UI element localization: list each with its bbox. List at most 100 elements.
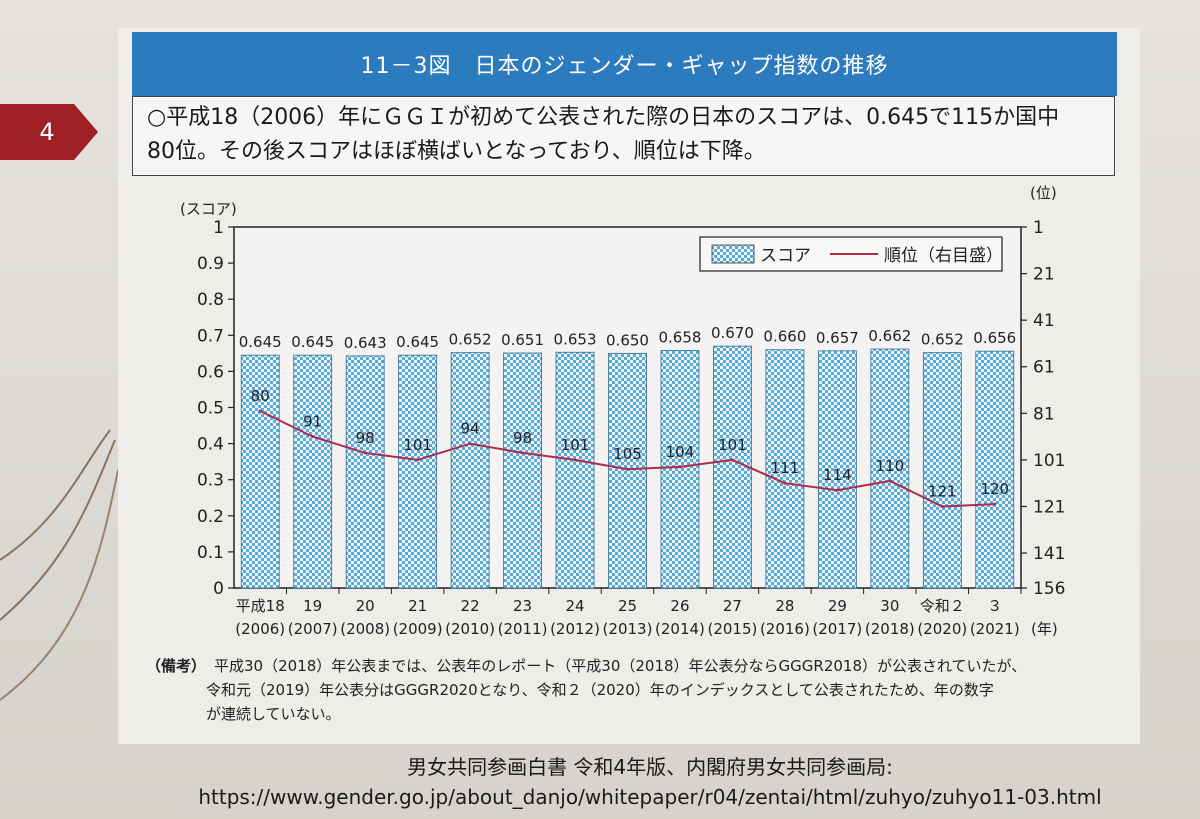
x-tick-label-year: (2013): [603, 620, 653, 638]
rank-point: [835, 488, 839, 492]
x-tick-label-era: ３: [987, 597, 1002, 615]
rank-point: [468, 442, 472, 446]
x-tick-label-era: 23: [513, 597, 532, 615]
rank-value-label: 94: [461, 420, 480, 438]
score-bar: [345, 355, 385, 589]
x-tick-label-year: (2009): [393, 620, 443, 638]
y-left-tick-label: 0.6: [197, 362, 224, 382]
rank-value-label: 91: [303, 413, 322, 431]
x-tick-label-era: 平成18: [236, 597, 285, 615]
x-tick-label-era: 26: [670, 597, 689, 615]
x-tick-label-era: 24: [565, 597, 584, 615]
source-citation: 男女共同参画白書 令和4年版、内閣府男女共同参画局: https://www.g…: [150, 752, 1150, 812]
score-value-label: 0.645: [291, 333, 334, 351]
x-tick-label-era: 27: [723, 597, 742, 615]
source-line-1: 男女共同参画白書 令和4年版、内閣府男女共同参画局:: [407, 755, 893, 779]
score-value-label: 0.652: [449, 331, 492, 349]
score-bar: [293, 354, 333, 589]
y-right-tick-label: 41: [1033, 311, 1055, 331]
rank-point: [783, 481, 787, 485]
rank-value-label: 120: [980, 480, 1009, 498]
score-value-label: 0.645: [396, 333, 439, 351]
y-left-tick-label: 0.2: [197, 507, 224, 527]
rank-point: [363, 451, 367, 455]
score-value-label: 0.662: [868, 327, 911, 345]
summary-line-1: ○平成18（2006）年にＧＧＩが初めて公表された際の日本のスコアは、0.645…: [147, 105, 1060, 130]
x-tick-label-year: (2006): [235, 620, 285, 638]
score-value-label: 0.656: [973, 329, 1016, 347]
y-right-tick-label: 156: [1033, 579, 1065, 599]
page-tab: [0, 104, 98, 160]
chart-legend: スコア 順位（右目盛）: [699, 236, 1003, 272]
y-right-tick-label: 61: [1033, 358, 1055, 378]
score-value-label: 0.670: [711, 324, 754, 342]
x-tick-label-era: 30: [880, 597, 899, 615]
x-tick-label-era: 25: [618, 597, 637, 615]
legend-swatch-score: [711, 244, 755, 264]
x-tick-label-year: (2011): [498, 620, 548, 638]
x-tick-label-year: (2012): [550, 620, 600, 638]
y-left-axis-label: (スコア): [180, 200, 237, 218]
x-tick-label-year: (2021): [970, 620, 1020, 638]
score-value-label: 0.645: [239, 333, 282, 351]
score-bar: [240, 354, 280, 589]
x-tick-label-era: 20: [356, 597, 375, 615]
x-axis-label: (年): [1031, 620, 1058, 638]
rank-point: [521, 451, 525, 455]
rank-value-label: 98: [513, 429, 532, 447]
score-bar: [450, 352, 490, 589]
x-tick-label-year: (2018): [865, 620, 915, 638]
score-bar: [398, 354, 438, 589]
y-left-tick-label: 0: [213, 579, 224, 599]
x-tick-label-year: (2017): [812, 620, 862, 638]
rank-point: [993, 502, 997, 506]
score-value-label: 0.651: [501, 331, 544, 349]
rank-value-label: 121: [928, 482, 957, 500]
summary-box: ○平成18（2006）年にＧＧＩが初めて公表された際の日本のスコアは、0.645…: [132, 96, 1115, 176]
x-tick-label-year: (2016): [760, 620, 810, 638]
y-left-tick-label: 1: [213, 218, 224, 238]
rank-point: [678, 465, 682, 469]
x-tick-label-era: 28: [775, 597, 794, 615]
rank-value-label: 114: [823, 466, 852, 484]
score-value-label: 0.653: [554, 330, 597, 348]
rank-value-label: 111: [771, 459, 800, 477]
y-right-tick-label: 141: [1033, 544, 1065, 564]
x-tick-label-year: (2014): [655, 620, 705, 638]
x-tick-label-era: 19: [303, 597, 322, 615]
rank-value-label: 110: [876, 457, 905, 475]
score-bar: [555, 351, 595, 589]
source-url[interactable]: https://www.gender.go.jp/about_danjo/whi…: [198, 785, 1102, 809]
legend-label-score: スコア: [760, 246, 811, 266]
note-line-1: 平成30（2018）年公表までは、公表年のレポート（平成30（2018）年公表分…: [214, 657, 1027, 675]
note-line-3: が連続していない。: [206, 705, 341, 723]
score-bar: [870, 348, 910, 589]
score-bar: [765, 349, 805, 589]
rank-point: [573, 458, 577, 462]
legend-label-rank: 順位（右目盛）: [884, 246, 1003, 266]
rank-value-label: 80: [251, 387, 270, 405]
score-value-label: 0.650: [606, 331, 649, 349]
y-left-tick-label: 0.3: [197, 471, 224, 491]
score-bar: [660, 350, 700, 589]
x-tick-label-year: (2020): [917, 620, 967, 638]
rank-value-label: 104: [666, 443, 695, 461]
score-bar: [975, 350, 1015, 589]
y-left-tick-label: 0.9: [197, 254, 224, 274]
rank-point: [730, 458, 734, 462]
y-right-axis-label: (位): [1030, 184, 1057, 202]
y-right-tick-label: 1: [1033, 218, 1044, 238]
figure-title: 11－3図 日本のジェンダー・ギャップ指数の推移: [132, 32, 1117, 96]
x-tick-label-era: 29: [828, 597, 847, 615]
y-left-tick-label: 0.1: [197, 543, 224, 563]
note-line-2: 令和元（2019）年公表分はGGGR2020となり、令和２（2020）年のインデ…: [206, 681, 994, 699]
y-left-tick-label: 0.4: [197, 435, 224, 455]
rank-value-label: 101: [718, 436, 747, 454]
x-tick-label-year: (2010): [445, 620, 495, 638]
x-tick-label-era: 21: [408, 597, 427, 615]
score-bar: [713, 345, 752, 589]
rank-value-label: 105: [613, 445, 642, 463]
y-right-tick-label: 21: [1033, 265, 1055, 285]
